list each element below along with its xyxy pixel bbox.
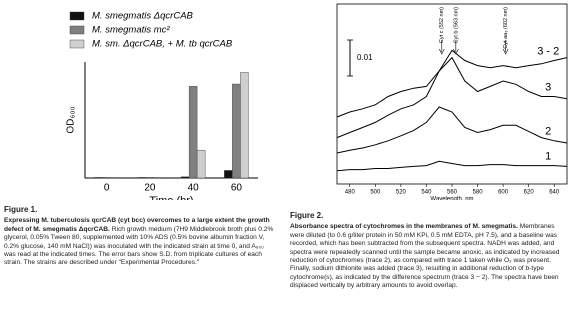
spectrum-line: [336, 49, 568, 118]
bar: [110, 177, 119, 179]
bar: [188, 86, 198, 179]
caption-body: Rich growth medium (7H9 Middlebrook brot…: [4, 225, 274, 267]
bar: [137, 177, 147, 179]
caption-title: Expressing M. tuberculosis qcrCAB (cyt b…: [4, 217, 270, 233]
bar: [180, 176, 190, 179]
bar: [224, 170, 233, 179]
legend-label: M. sm. ΔqcrCAB, + M. tb qcrCAB: [92, 39, 233, 50]
arrow-head: [453, 48, 459, 55]
x-tick-label: 20: [144, 183, 156, 194]
legend-swatch: [69, 39, 85, 49]
x-tick-label: 480: [345, 190, 356, 196]
plot-frame: [336, 3, 568, 185]
spectrum-line: [336, 160, 568, 172]
arrow-head: [439, 48, 445, 55]
x-tick-label: 40: [188, 183, 200, 194]
x-tick-label: 500: [370, 190, 381, 196]
x-tick-label: 640: [549, 190, 560, 196]
x-axis-label: Wavelength, nm: [430, 197, 473, 200]
caption-label: Figure 1.: [4, 205, 38, 214]
y-axis-label: OD₆₀₀: [66, 106, 77, 133]
trace-label: 3 - 2: [537, 45, 559, 57]
legend-swatch: [69, 11, 85, 21]
legend-label: M. smegmatis mc²: [92, 25, 170, 36]
caption-label: Figure 2.: [290, 211, 324, 220]
trace-label: 3: [545, 81, 551, 93]
bar: [240, 72, 249, 179]
x-tick-label: 560: [447, 190, 458, 196]
arrow-head: [502, 48, 509, 55]
caption-1: Figure 1. Expressing M. tuberculosis qcr…: [4, 205, 276, 268]
x-axis-label: Time (hr): [149, 195, 193, 200]
x-tick-label: 0: [104, 183, 110, 194]
bar: [232, 83, 241, 179]
trace-label: 1: [545, 151, 551, 163]
bar: [94, 177, 103, 179]
bar: [196, 149, 206, 179]
figures: 0 20 40 60 Time (hr) OD₆₀₀ M. smegmatis ΔqcrCA…: [66, 3, 568, 200]
spectrum-line: [336, 56, 568, 139]
caption-2: Figure 2. Absorbance spectra of cytochro…: [290, 211, 566, 291]
x-tick-label: 620: [524, 190, 535, 196]
legend-swatch: [69, 25, 85, 35]
annotation: Cyt aa₃ (602 nm): [503, 7, 509, 49]
annotation: Cyt c (552 nm): [439, 7, 445, 43]
x-tick-label: 540: [421, 190, 432, 196]
bar: [145, 177, 155, 179]
x-tick-label: 580: [473, 190, 484, 196]
bar: [153, 177, 163, 179]
x-tick-label: 600: [498, 190, 509, 196]
bar: [102, 177, 111, 179]
spectrum-line: [336, 106, 568, 154]
caption-title: Absorbance spectra of cytochromes in the…: [290, 223, 518, 231]
legend-label: M. smegmatis ΔqcrCAB: [92, 11, 194, 22]
trace-label: 2: [545, 126, 551, 138]
caption-body: Membranes were diluted (to 0.6 g/liter p…: [290, 223, 560, 290]
annotation: Cyt b (563 nm): [453, 7, 459, 44]
scale-label: 0.01: [357, 53, 373, 62]
x-tick-label: 60: [231, 183, 243, 194]
x-tick-label: 520: [396, 190, 407, 196]
